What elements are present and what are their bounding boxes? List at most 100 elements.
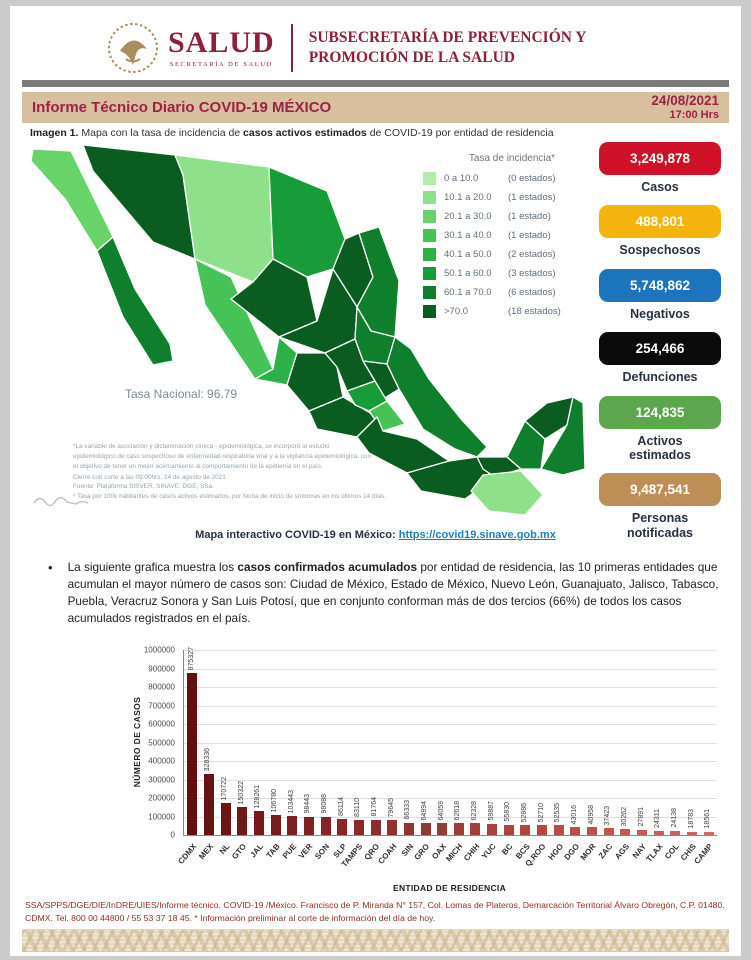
bar-value-BCS: 52886 <box>520 802 528 823</box>
legend-title: Tasa de incidencia* <box>468 153 556 164</box>
bar-value-Q.ROO: 52710 <box>537 802 545 823</box>
mexico-map <box>30 144 586 516</box>
legend-count: (1 estado) <box>508 211 551 222</box>
legend-count: (18 estados) <box>508 306 561 317</box>
caption-post: de COVID-19 por entidad de residencia <box>366 127 554 139</box>
map-legend-rows: 0 a 10.0 (0 estados) 10.1 a 20.0 (1 estados… <box>423 172 587 318</box>
stat-value-3: 254,466 <box>599 332 721 366</box>
chart-xlabel: ENTIDAD DE RESIDENCIA <box>392 883 507 893</box>
gridline <box>184 687 717 688</box>
summary-bullet: • La siguiente grafica muestra los casos… <box>48 559 720 627</box>
legend-swatch <box>423 229 436 242</box>
bar-value-COAH: 79645 <box>387 797 395 818</box>
x-tick-COL: COL <box>663 842 682 861</box>
legend-count: (1 estados) <box>508 192 556 203</box>
legend-swatch <box>423 248 436 261</box>
report-page: SALUD SECRETARÍA DE SALUD SUBSECRETARÍA … <box>10 6 741 956</box>
bar-COL <box>670 830 681 835</box>
state-chihuahua <box>174 154 274 283</box>
bar-SIN <box>403 822 414 835</box>
x-tick-CHIH: CHIH <box>461 842 482 863</box>
report-time: 17:00 Hrs <box>669 108 719 121</box>
gridline <box>184 816 717 818</box>
title-bar: Informe Técnico Diario COVID-19 MÉXICO 2… <box>22 92 729 123</box>
bar-value-MOR: 40958 <box>587 804 595 825</box>
state-guerrero <box>356 416 450 474</box>
stat-label-3: Defunciones <box>622 370 698 385</box>
gridline <box>184 742 717 744</box>
state-quintana-roo <box>540 396 586 476</box>
map-link-label: Mapa interactivo COVID-19 en México: <box>195 529 396 541</box>
subsecretaria-line2: PROMOCIÓN DE LA SALUD <box>308 49 515 66</box>
subsecretaria-line1: SUBSECRETARÍA DE PREVENCIÓN Y <box>308 28 587 46</box>
bar-TAMPS <box>353 819 364 835</box>
legend-count: (2 estados) <box>508 249 556 260</box>
bar-BCS <box>520 825 531 835</box>
y-tick-label: 200000 <box>148 793 175 803</box>
bar-value-CAMP: 18561 <box>704 809 712 829</box>
chart-yaxis: 0 100000 200000 300000 400000 500000 600000 700… <box>110 646 180 840</box>
bar-TAB <box>270 815 281 835</box>
gridline <box>184 761 717 762</box>
y-tick-label: 700000 <box>148 701 175 710</box>
stat-value-1: 488,801 <box>599 205 721 239</box>
bar-value-CHIH: 62328 <box>470 801 478 821</box>
x-tick-AGS: AGS <box>613 842 632 862</box>
y-tick-label: 400000 <box>148 756 175 766</box>
gridline <box>184 668 717 670</box>
bar-value-AGS: 30262 <box>620 806 628 827</box>
legend-swatch <box>423 191 436 204</box>
bar-PUE <box>287 815 298 835</box>
legend-row-5: 50.1 a 60.0 (3 estados) <box>423 267 587 280</box>
stat-value-4: 124,835 <box>599 395 721 429</box>
header-divider <box>290 24 293 72</box>
y-tick-label: 900000 <box>148 664 175 673</box>
x-tick-MICH: MICH <box>444 842 465 864</box>
caption-prefix: Imagen 1. <box>30 127 79 139</box>
x-tick-MEX: MEX <box>196 842 215 862</box>
gridline <box>184 779 717 781</box>
legend-row-7: >70.0 (18 estados) <box>423 305 587 318</box>
x-tick-GRO: GRO <box>412 842 432 862</box>
y-tick-label: 500000 <box>148 738 175 747</box>
bar-BC <box>503 824 514 835</box>
y-tick-label: 1000000 <box>143 645 175 655</box>
bar-MICH <box>453 823 464 835</box>
bar-value-COL: 24138 <box>670 808 678 828</box>
x-tick-ZAC: ZAC <box>597 842 615 861</box>
closing-line-1: Cierre con corte a las 09:00hrs, 24 de a… <box>73 474 226 481</box>
legend-swatch <box>423 267 436 280</box>
bar-CHIS <box>687 831 698 835</box>
bar-NAY <box>637 829 648 835</box>
state-coahuila <box>268 166 346 278</box>
legend-range: 30.1 a 40.0 <box>444 230 492 241</box>
bar-value-GRO: 64994 <box>421 800 429 820</box>
legend-row-4: 40.1 a 50.0 (2 estados) <box>423 248 587 261</box>
state-nayarit <box>254 336 298 386</box>
bar-value-SIN: 66333 <box>404 800 412 820</box>
map-link-line: Mapa interactivo COVID-19 en México: htt… <box>10 529 741 541</box>
x-tick-TAB: TAB <box>264 842 282 860</box>
bar-NL <box>220 803 231 835</box>
gridline <box>184 705 717 707</box>
bar-value-JAL: 128261 <box>254 784 262 809</box>
legend-row-3: 30.1 a 40.0 (1 estado) <box>423 229 587 242</box>
bar-MOR <box>587 827 598 835</box>
cases-by-state-chart: NÚMERO DE CASOS 0 100000 200000 300000 40000… <box>110 636 730 898</box>
summary-bold: casos confirmados acumulados <box>237 560 418 574</box>
legend-count: (1 estado) <box>508 230 551 241</box>
bar-value-SLP: 86114 <box>337 797 345 817</box>
stat-label-2: Negativos <box>630 306 690 321</box>
map-footnote: *La variable de asociación y dictaminaci… <box>73 443 372 470</box>
bar-value-SON: 98088 <box>321 794 329 814</box>
map-link-url[interactable]: https://covid19.sinave.gob.mx <box>398 529 556 541</box>
x-tick-YUC: YUC <box>480 842 499 861</box>
legend-range: 60.1 a 70.0 <box>444 287 492 298</box>
legend-range: 0 a 10.0 <box>444 173 479 184</box>
x-tick-DGO: DGO <box>562 842 582 862</box>
bar-SON <box>320 816 331 835</box>
bar-value-TAB: 106780 <box>271 788 279 813</box>
x-tick-JAL: JAL <box>248 842 265 860</box>
chart-xaxis: CDMX MEX NL GTO JAL TAB PUE VER SON SLP TAMPS QRO CO… <box>176 839 716 883</box>
bullet-dot: • <box>48 560 53 575</box>
